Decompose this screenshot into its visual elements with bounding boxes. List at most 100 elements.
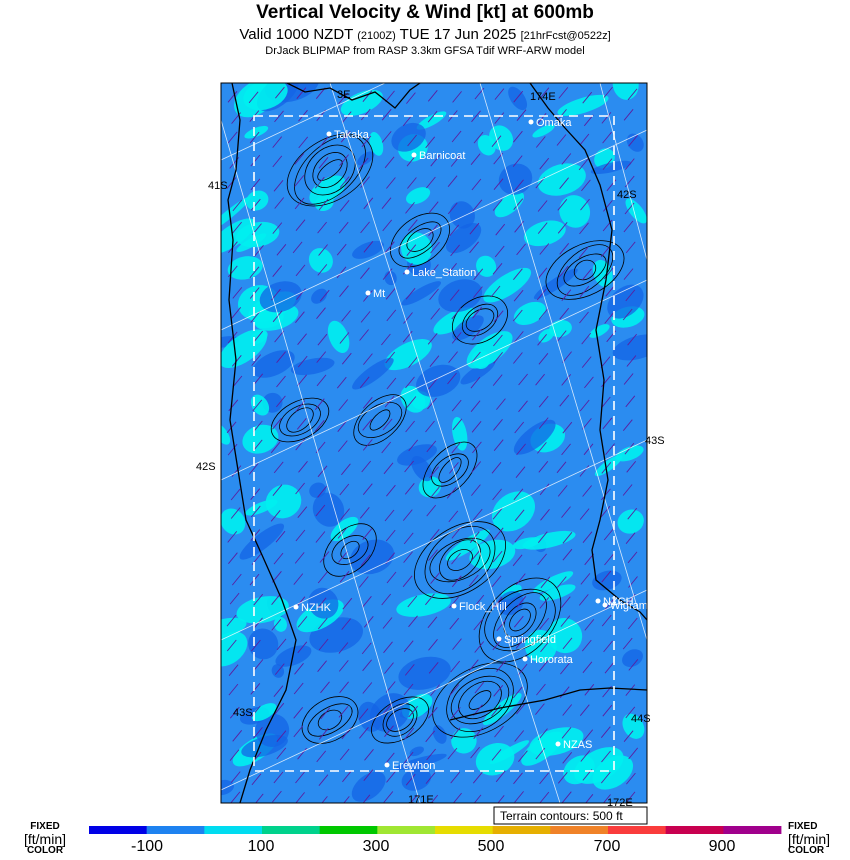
wind-barb <box>427 333 438 345</box>
updraft-area <box>384 339 432 371</box>
downdraft-area <box>401 281 442 306</box>
wind-barb <box>274 110 284 123</box>
wind-barb <box>491 462 502 474</box>
wind-barb <box>231 465 242 477</box>
wind-barb <box>625 395 636 408</box>
colorbar-swatch <box>319 826 378 834</box>
chart-title: Vertical Velocity & Wind [kt] at 600mb <box>256 2 594 23</box>
wind-barb <box>226 177 237 189</box>
wind-barb <box>362 682 373 694</box>
wind-barb <box>253 727 263 739</box>
wind-barb <box>314 420 325 432</box>
wind-barb <box>601 112 612 124</box>
wind-barb <box>293 682 304 695</box>
wind-barb <box>363 241 374 253</box>
wind-barb <box>407 177 417 189</box>
place-dot <box>365 290 371 296</box>
wind-barb <box>273 771 284 784</box>
wind-barb <box>557 222 568 234</box>
colorbar-swatch <box>550 826 609 834</box>
wind-barb <box>579 285 590 298</box>
wind-barb <box>248 463 259 475</box>
wind-barb <box>452 792 462 803</box>
wind-barb <box>579 222 589 235</box>
wind-barb <box>273 180 284 192</box>
wind-barb <box>470 153 481 165</box>
wind-barb <box>382 418 393 431</box>
wind-barb <box>339 681 349 694</box>
terrain-contour-line <box>422 441 478 499</box>
wind-barb <box>320 681 330 694</box>
wind-barb <box>228 399 239 412</box>
wind-barb <box>407 134 417 147</box>
wind-barb <box>253 330 264 343</box>
wind-barb <box>471 421 482 433</box>
place-label: Erewhon <box>392 760 435 772</box>
wind-barb <box>539 617 550 630</box>
wind-barb <box>628 134 638 147</box>
wind-barb <box>321 796 328 803</box>
wind-barb <box>362 659 372 672</box>
updraft-area <box>246 190 269 211</box>
updraft-area <box>494 191 525 218</box>
wind-barb <box>251 354 262 366</box>
wind-barb <box>251 773 262 786</box>
updraft-area <box>308 248 333 273</box>
wind-barb <box>601 614 612 627</box>
terrain-contour-line <box>270 397 330 443</box>
wind-barb <box>560 662 570 675</box>
wind-barb <box>556 330 567 342</box>
wind-barb <box>271 619 282 631</box>
wind-barb <box>491 135 502 147</box>
wind-barb <box>604 553 614 566</box>
wind-barb <box>538 308 549 320</box>
wind-barb <box>472 328 482 341</box>
terrain-contour-line <box>461 303 499 337</box>
wind-barb <box>537 334 547 346</box>
downdraft-area <box>241 734 288 758</box>
wind-barb <box>622 419 633 431</box>
wind-barb <box>337 440 348 452</box>
wind-barb <box>513 331 524 343</box>
wind-barb <box>494 245 505 258</box>
wind-barb <box>512 309 523 322</box>
wind-barb <box>472 199 483 212</box>
wind-barb <box>603 86 613 99</box>
wind-barb <box>515 637 526 649</box>
wind-barb <box>447 372 457 385</box>
wind-barb <box>559 243 570 255</box>
wind-barb <box>317 221 327 234</box>
wind-barb <box>582 485 592 497</box>
wind-barb <box>513 615 524 628</box>
updraft-area <box>589 324 610 338</box>
colorbar-left-line2: [ft/min] <box>23 831 66 847</box>
wind-barb <box>473 618 484 631</box>
wind-barb <box>450 727 461 740</box>
wind-barb <box>627 333 637 346</box>
wind-barb <box>557 485 568 497</box>
wind-barb <box>342 770 352 783</box>
downdraft-area <box>221 779 234 796</box>
wind-barb <box>339 570 350 583</box>
wind-barb <box>428 639 438 651</box>
wind-barb <box>430 684 440 696</box>
wind-barb <box>338 642 349 654</box>
wind-barb <box>562 637 573 650</box>
lon-label-top-right: 174E <box>530 91 556 103</box>
wind-barb <box>341 310 351 322</box>
wind-barb <box>537 553 547 566</box>
wind-barb <box>294 197 305 210</box>
wind-barb <box>425 772 436 784</box>
wind-barb <box>493 310 504 322</box>
terrain-contour-line <box>509 608 531 632</box>
wind-barb <box>253 617 263 630</box>
wind-barb <box>338 399 349 411</box>
wind-barb <box>492 550 503 563</box>
wind-barb <box>408 615 418 628</box>
wind-barb <box>339 200 350 212</box>
place-dot <box>522 656 528 662</box>
downdraft-area <box>498 163 533 195</box>
model-subtitle: DrJack BLIPMAP from RASP 3.3km GFSA Tdif… <box>265 45 585 57</box>
wind-barb <box>623 109 634 121</box>
wind-barb <box>451 552 461 565</box>
